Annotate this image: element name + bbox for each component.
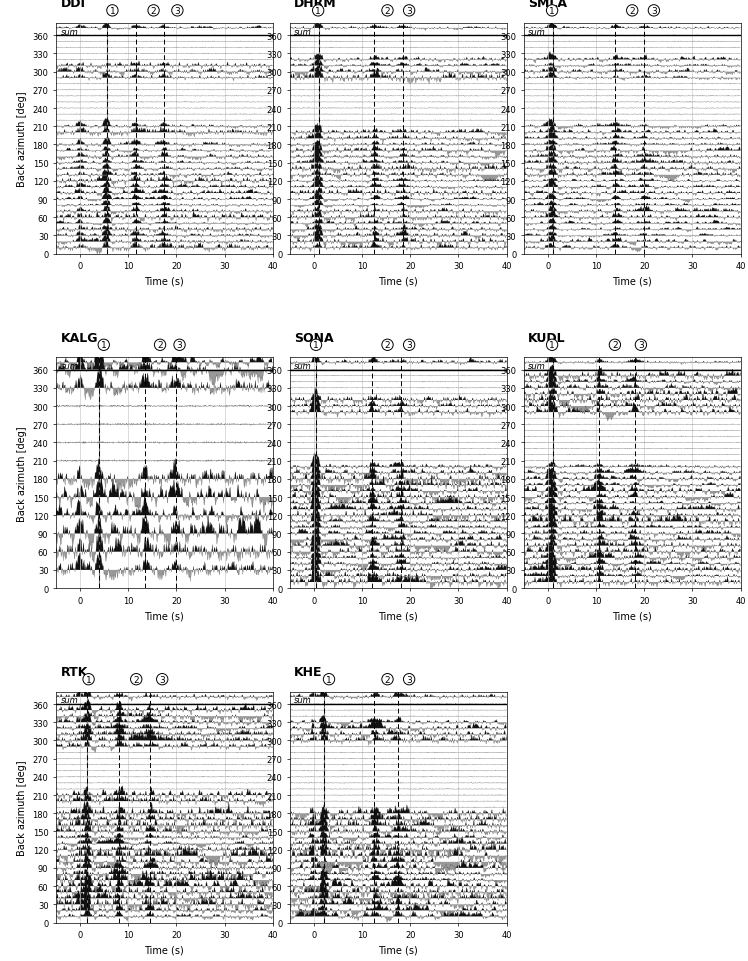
X-axis label: Time (s): Time (s) [378,610,418,621]
Text: 2: 2 [612,341,618,350]
X-axis label: Time (s): Time (s) [613,610,652,621]
Y-axis label: Back azimuth [deg]: Back azimuth [deg] [17,91,27,187]
X-axis label: Time (s): Time (s) [613,277,652,286]
Text: 3: 3 [159,675,165,684]
Text: 3: 3 [406,341,412,350]
Text: 2: 2 [151,7,156,15]
Text: RTK: RTK [61,665,88,678]
Text: sum: sum [61,28,79,37]
X-axis label: Time (s): Time (s) [378,277,418,286]
Text: SMLA: SMLA [528,0,567,11]
Text: sum: sum [61,361,79,371]
X-axis label: Time (s): Time (s) [144,277,184,286]
Text: 2: 2 [157,341,163,350]
Text: DHRM: DHRM [295,0,337,11]
Text: 1: 1 [549,341,555,350]
Text: 2: 2 [629,7,635,15]
X-axis label: Time (s): Time (s) [144,610,184,621]
Y-axis label: Back azimuth [deg]: Back azimuth [deg] [17,759,27,855]
Text: DDI: DDI [61,0,85,11]
Text: 2: 2 [133,675,139,684]
Text: 1: 1 [86,675,91,684]
Text: 1: 1 [326,675,332,684]
Text: SONA: SONA [295,332,334,344]
Text: 3: 3 [406,675,412,684]
Text: sum: sum [295,361,312,371]
Text: sum: sum [295,696,312,704]
Text: 1: 1 [549,7,555,15]
Text: 3: 3 [638,341,644,350]
Text: 1: 1 [313,341,319,350]
Text: 3: 3 [406,7,412,15]
Text: 3: 3 [651,7,657,15]
Text: sum: sum [61,696,79,704]
Text: sum: sum [295,28,312,37]
Text: 3: 3 [174,7,180,15]
X-axis label: Time (s): Time (s) [144,945,184,954]
Text: 1: 1 [101,341,107,350]
Text: KHE: KHE [295,665,323,678]
Text: KALG: KALG [61,332,98,344]
Text: 2: 2 [384,7,390,15]
Text: 2: 2 [384,675,390,684]
Text: 3: 3 [177,341,183,350]
Text: 1: 1 [109,7,115,15]
Text: 2: 2 [384,341,390,350]
Text: sum: sum [528,28,546,37]
Y-axis label: Back azimuth [deg]: Back azimuth [deg] [17,426,27,521]
X-axis label: Time (s): Time (s) [378,945,418,954]
Text: KUDL: KUDL [528,332,566,344]
Text: 1: 1 [316,7,321,15]
Text: sum: sum [528,361,546,371]
